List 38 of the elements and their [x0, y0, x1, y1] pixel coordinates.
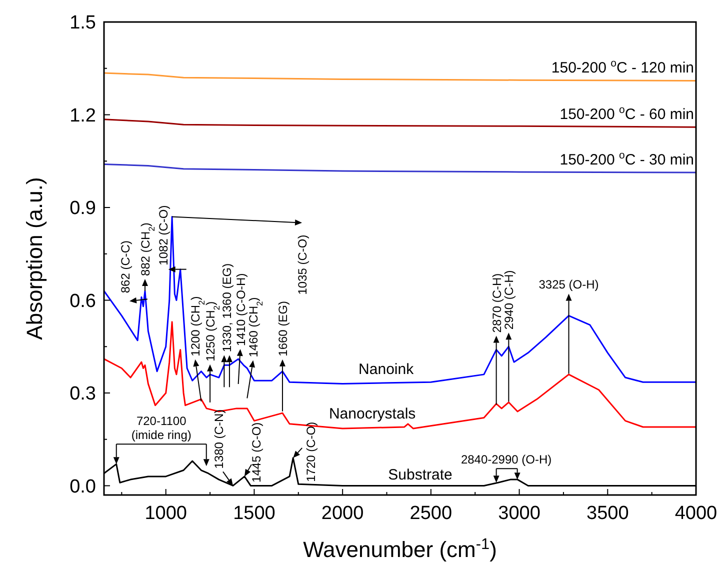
series-label: Nanoink — [358, 361, 414, 378]
y-tick-label: 0.0 — [70, 476, 96, 498]
line-series — [103, 118, 697, 128]
y-tick-label: 1.2 — [70, 105, 96, 126]
annotation: 1660 (EG) — [276, 300, 290, 356]
annotation: 1720 (C-O) — [304, 422, 318, 482]
annotation: 1445 (C-O) — [249, 422, 264, 482]
annotation: 720-1100 (imide ring) — [131, 414, 192, 442]
line-series — [103, 163, 697, 174]
series-label: 150-200 $^{o}$C - 60 min — [560, 104, 694, 124]
x-tick-label: 2500 — [410, 503, 452, 524]
annotation: 3325 (O-H) — [538, 278, 599, 292]
x-tick-label: 1000 — [144, 503, 187, 524]
annotation: 2940 (C-H) — [502, 270, 516, 330]
y-tick-label: 0.3 — [70, 384, 96, 405]
x-tick-label: 3000 — [498, 503, 540, 524]
annotation: 1410 (C-O-H) — [234, 273, 248, 346]
annotation: 2840-2990 (O-H) — [460, 452, 552, 467]
series-label: 150-200 $^{o}$C - 30 min — [560, 150, 694, 169]
annotation: 862 (C-C) — [118, 240, 132, 294]
y-tick-label: 1.5 — [70, 12, 96, 34]
line-series — [103, 72, 697, 82]
y-tick-label: 0.9 — [70, 198, 96, 220]
x-tick-label: 3500 — [586, 503, 629, 524]
x-axis-title: Wavenumber (cm$^{-1}$) — [303, 536, 497, 562]
x-tick-label: 1500 — [233, 503, 276, 524]
annotation: 2870 (C-H) — [490, 273, 504, 333]
series-label: Substrate — [388, 466, 452, 484]
annotation: 1082 (C-O) — [156, 205, 170, 266]
annotation: 1330, 1360 (EG) — [220, 263, 234, 352]
y-axis-title: Absorption (a.u.) — [22, 177, 47, 340]
y-tick-label: 0.6 — [70, 290, 96, 312]
x-tick-label: 4000 — [674, 503, 718, 524]
annotation: 1035 (C-O) — [296, 234, 310, 295]
x-tick-label: 2000 — [321, 503, 364, 524]
series-label: 150-200 $^{o}$C - 120 min — [551, 58, 694, 77]
annotation: 1380 (C-N) — [212, 409, 226, 469]
series-label: Nanocrystals — [328, 406, 416, 423]
